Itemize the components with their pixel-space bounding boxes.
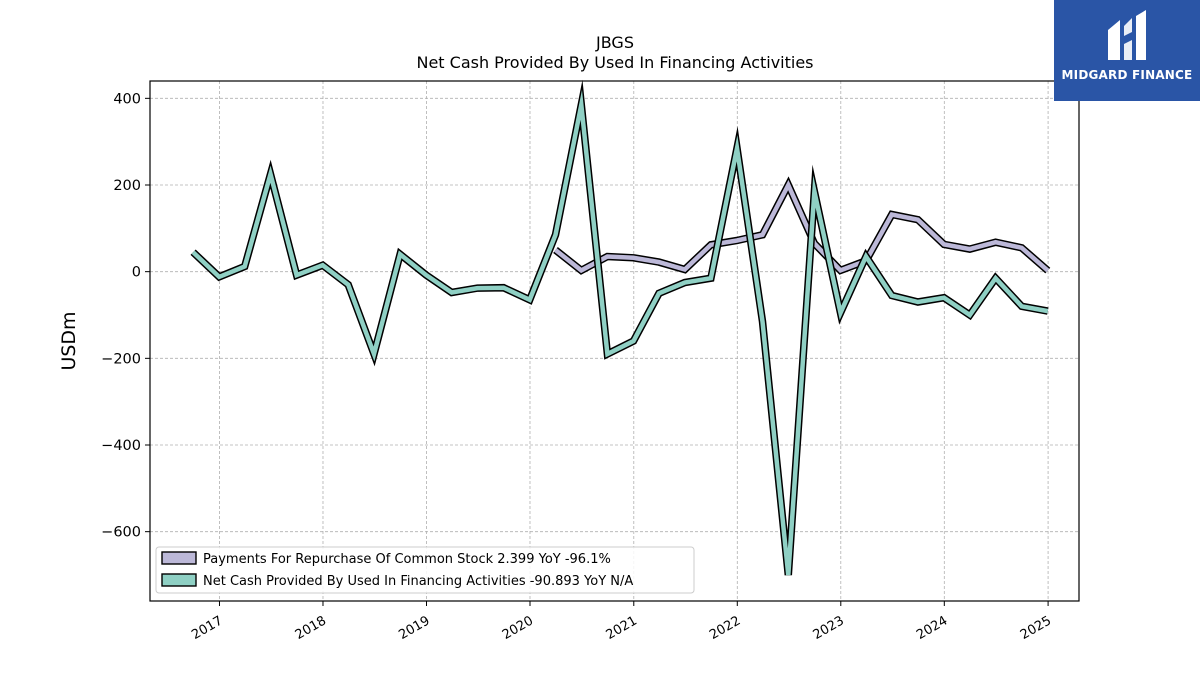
legend-swatch (161, 573, 197, 587)
y-tick-label: −600 (101, 525, 141, 541)
chart-title: JBGS (595, 33, 634, 52)
y-axis: 400 200 0 −200 −400 −600 (101, 91, 150, 541)
x-tick-label: 2022 (707, 613, 743, 643)
x-tick-label: 2019 (396, 613, 432, 643)
legend-label: Net Cash Provided By Used In Financing A… (203, 574, 633, 589)
y-tick-label: −400 (101, 438, 141, 454)
x-tick-label: 2024 (914, 613, 950, 643)
x-axis: 2017 2018 2019 2020 2021 2022 2023 2024 2025 (189, 601, 1054, 643)
series-line (554, 179, 1050, 274)
series-line-outline (190, 79, 1049, 576)
series-line (191, 89, 1049, 576)
legend-swatch (161, 551, 197, 565)
x-tick-label: 2017 (189, 613, 225, 643)
x-tick-label: 2023 (811, 613, 847, 643)
plot-frame (149, 80, 1080, 602)
legend: Payments For Repurchase Of Common Stock … (155, 546, 695, 594)
y-axis-label: USDm (58, 311, 80, 370)
logo-text: MIDGARD FINANCE (1061, 68, 1193, 82)
chart-subtitle: Net Cash Provided By Used In Financing A… (416, 53, 813, 72)
y-tick-label: 200 (113, 178, 141, 194)
x-tick-label: 2020 (500, 613, 536, 643)
x-tick-label: 2018 (293, 613, 329, 643)
legend-box (155, 546, 695, 594)
y-tick-label: −200 (101, 351, 141, 367)
y-tick-label: 0 (132, 265, 141, 281)
x-tick-label: 2021 (604, 613, 640, 643)
legend-label: Payments For Repurchase Of Common Stock … (203, 552, 611, 567)
grid (150, 81, 1079, 601)
brand-logo: MIDGARD FINANCE (1054, 0, 1200, 101)
logo-mark-icon (1108, 10, 1146, 60)
x-tick-label: 2025 (1018, 613, 1054, 643)
y-tick-label: 400 (113, 91, 141, 107)
series-lines (190, 79, 1051, 576)
